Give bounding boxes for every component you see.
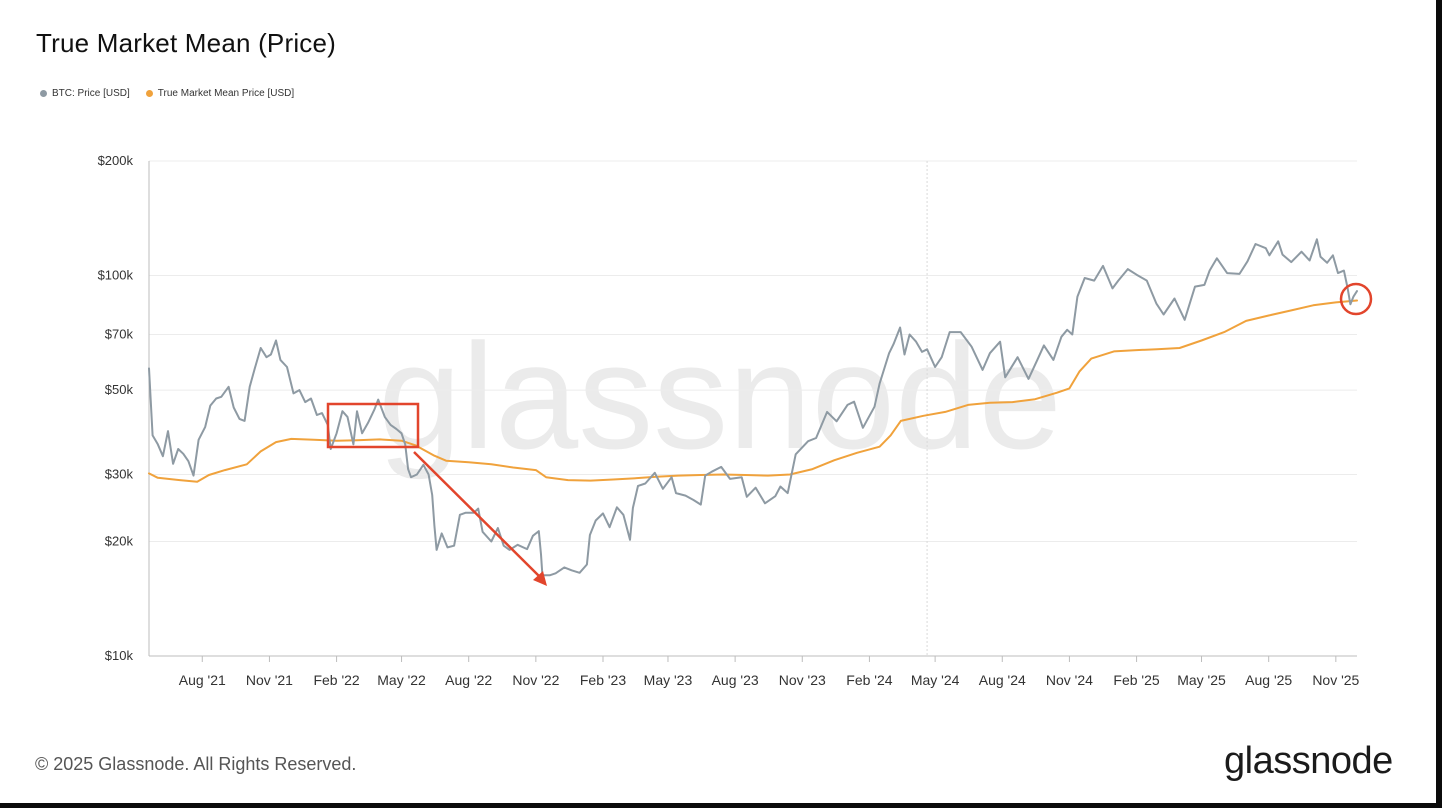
series-layer <box>148 238 1358 577</box>
x-tick-label: Aug '22 <box>445 672 492 688</box>
annotations <box>326 282 1373 586</box>
x-tick-label: Aug '23 <box>712 672 759 688</box>
x-tick-label: May '22 <box>377 672 426 688</box>
y-tick-label: $10k <box>105 648 134 663</box>
x-tick-label: Nov '24 <box>1046 672 1093 688</box>
legend-item-true-market-mean[interactable]: True Market Mean Price [USD] <box>145 88 295 99</box>
x-tick-label: May '25 <box>1177 672 1226 688</box>
y-axis: $10k $20k $30k $50k $70k $100k $200k <box>98 153 150 663</box>
x-tick-label: Nov '23 <box>779 672 826 688</box>
x-tick-label: Aug '21 <box>179 672 226 688</box>
x-tick-label: May '23 <box>644 672 693 688</box>
y-tick-label: $100k <box>98 268 134 283</box>
true-market-mean-line <box>148 299 1358 483</box>
x-tick-label: Feb '25 <box>1113 672 1159 688</box>
chart-title: True Market Mean (Price) <box>36 28 337 58</box>
y-tick-label: $200k <box>98 153 134 168</box>
y-tick-label: $30k <box>105 466 134 481</box>
y-tick-label: $50k <box>105 382 134 397</box>
downtrend-arrowhead <box>533 571 547 586</box>
x-tick-label: Nov '22 <box>512 672 559 688</box>
watermark: glassnode <box>378 312 1062 480</box>
bottom-edge-border <box>0 803 1442 808</box>
x-axis: Aug '21 Nov '21 Feb '22 May '22 Aug '22 Nov '… <box>149 655 1360 688</box>
current-price-circle-annotation <box>1339 282 1373 316</box>
y-tick-label: $20k <box>105 533 134 548</box>
x-tick-label: Feb '23 <box>580 672 626 688</box>
legend-label-btc: BTC: Price [USD] <box>52 88 130 99</box>
legend: BTC: Price [USD] True Market Mean Price … <box>40 88 294 99</box>
x-tick-label: May '24 <box>911 672 960 688</box>
downtrend-arrow-annotation <box>413 451 542 579</box>
legend-item-btc-price[interactable]: BTC: Price [USD] <box>40 88 130 99</box>
right-edge-border <box>1436 0 1442 808</box>
legend-label-tmm: True Market Mean Price [USD] <box>157 88 295 99</box>
y-tick-label: $70k <box>105 326 134 341</box>
glassnode-logo: glassnode <box>1224 740 1393 782</box>
btc-price-line <box>148 238 1358 577</box>
x-tick-label: Nov '25 <box>1312 672 1359 688</box>
x-tick-label: Feb '24 <box>846 672 892 688</box>
copyright-footer: © 2025 Glassnode. All Rights Reserved. <box>35 754 357 774</box>
legend-dot-tmm <box>145 90 153 97</box>
legend-dot-btc <box>40 90 47 97</box>
x-tick-label: Aug '24 <box>979 672 1026 688</box>
x-tick-label: Feb '22 <box>313 672 359 688</box>
x-tick-label: Nov '21 <box>246 672 293 688</box>
x-tick-label: Aug '25 <box>1245 672 1292 688</box>
highlight-box-annotation <box>326 402 420 449</box>
